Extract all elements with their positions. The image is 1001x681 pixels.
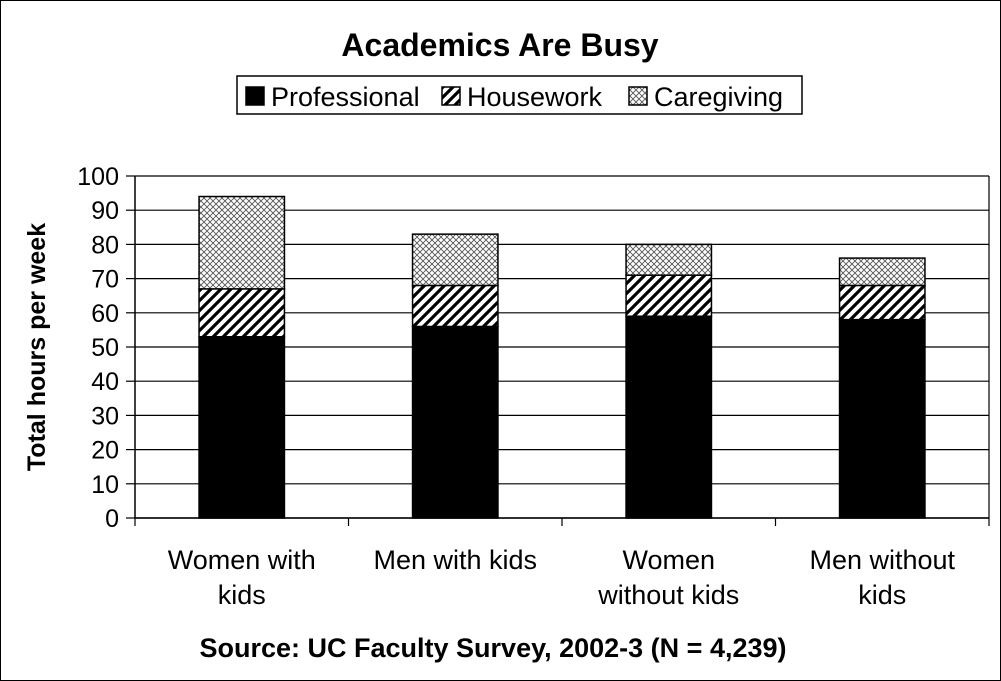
bar-segment-housework <box>838 284 926 321</box>
y-tick-label: 10 <box>91 471 119 499</box>
y-tick-label: 0 <box>105 505 119 533</box>
legend-swatch-professional <box>245 86 265 106</box>
x-category-label: Men with kids <box>373 545 537 575</box>
y-tick-label: 60 <box>91 300 119 328</box>
bar-segment-caregiving <box>411 233 499 287</box>
x-category-label: Women <box>622 545 715 575</box>
x-category-label: without kids <box>597 580 739 610</box>
y-tick-label: 20 <box>91 437 119 465</box>
y-tick-label: 40 <box>91 368 119 396</box>
y-tick-label: 100 <box>77 163 119 191</box>
legend-swatch-caregiving <box>628 86 648 106</box>
legend-label: Housework <box>467 82 603 112</box>
y-tick-label: 50 <box>91 334 119 362</box>
x-category-label: Men without <box>809 545 955 575</box>
bar-segment-caregiving <box>838 257 926 287</box>
legend: Professional Housework Caregiving <box>236 75 803 115</box>
bar-segment-professional <box>838 318 926 519</box>
y-tick-label: 30 <box>91 402 119 430</box>
bar-segment-caregiving <box>198 195 286 290</box>
bars <box>198 195 926 519</box>
bar-segment-housework <box>625 274 713 317</box>
chart-title: Academics Are Busy <box>341 27 658 63</box>
bar-segment-caregiving <box>625 243 713 276</box>
x-category-label: kids <box>858 580 906 610</box>
legend-swatch-housework <box>441 86 461 106</box>
legend-label: Caregiving <box>654 82 783 112</box>
y-tick-label: 80 <box>91 231 119 259</box>
y-tick-label: 70 <box>91 266 119 294</box>
y-tick-label: 90 <box>91 197 119 225</box>
bar-segment-housework <box>411 284 499 328</box>
bar-segment-housework <box>198 288 286 338</box>
bar-segment-professional <box>411 325 499 519</box>
bar-segment-professional <box>625 315 713 519</box>
x-category-label: Women with <box>168 545 316 575</box>
x-category-labels: Women with kids Men with kids Women without … <box>168 545 956 610</box>
y-tick-labels: 0 10 20 30 40 50 60 70 80 90 100 <box>77 163 119 533</box>
bar-segment-professional <box>198 335 286 519</box>
legend-label: Professional <box>271 82 420 112</box>
source-note: Source: UC Faculty Survey, 2002-3 (N = 4… <box>200 633 787 663</box>
x-category-label: kids <box>218 580 266 610</box>
y-axis-label: Total hours per week <box>23 223 51 471</box>
axes <box>134 176 990 526</box>
legend-box <box>236 75 803 115</box>
